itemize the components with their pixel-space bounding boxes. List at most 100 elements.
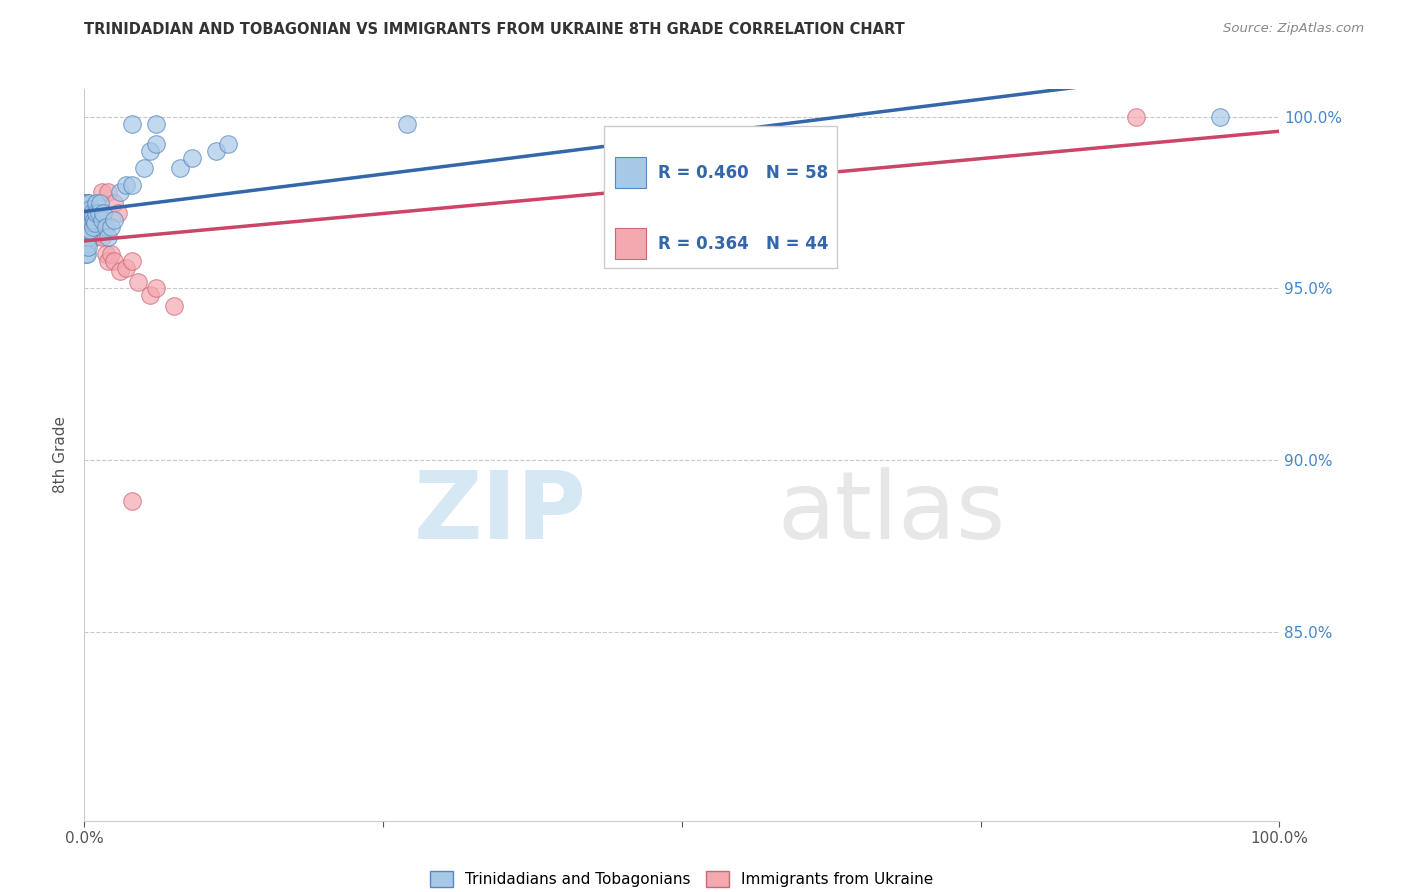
Point bbox=[91, 230, 114, 244]
Point bbox=[75, 233, 97, 247]
Point bbox=[76, 227, 98, 241]
Point bbox=[100, 219, 122, 234]
Point bbox=[76, 247, 98, 261]
Point bbox=[121, 178, 143, 193]
Point bbox=[89, 195, 111, 210]
Point bbox=[80, 216, 103, 230]
Point bbox=[139, 288, 162, 302]
Point bbox=[79, 212, 101, 227]
Point bbox=[205, 144, 228, 158]
Point bbox=[79, 212, 101, 227]
Legend: Trinidadians and Tobagonians, Immigrants from Ukraine: Trinidadians and Tobagonians, Immigrants… bbox=[425, 865, 939, 892]
Point bbox=[77, 219, 100, 234]
Point bbox=[77, 212, 100, 227]
Text: R = 0.460   N = 58: R = 0.460 N = 58 bbox=[658, 163, 828, 182]
Point bbox=[145, 137, 167, 152]
Point bbox=[84, 216, 107, 230]
Point bbox=[1208, 110, 1232, 124]
Text: TRINIDADIAN AND TOBAGONIAN VS IMMIGRANTS FROM UKRAINE 8TH GRADE CORRELATION CHAR: TRINIDADIAN AND TOBAGONIAN VS IMMIGRANTS… bbox=[84, 22, 905, 37]
Point bbox=[121, 116, 143, 130]
Point bbox=[79, 219, 101, 234]
Point bbox=[76, 206, 98, 220]
Point bbox=[75, 195, 97, 210]
Point bbox=[77, 216, 100, 230]
Point bbox=[76, 219, 98, 234]
Point bbox=[75, 240, 97, 254]
Text: Source: ZipAtlas.com: Source: ZipAtlas.com bbox=[1223, 22, 1364, 36]
Point bbox=[83, 212, 105, 227]
Point bbox=[77, 206, 100, 220]
Text: R = 0.364   N = 44: R = 0.364 N = 44 bbox=[658, 235, 828, 252]
Point bbox=[76, 212, 98, 227]
Point bbox=[79, 202, 101, 217]
Point bbox=[77, 223, 100, 237]
Point bbox=[80, 216, 103, 230]
Point bbox=[75, 202, 97, 217]
Point bbox=[75, 206, 97, 220]
Point bbox=[76, 206, 98, 220]
Point bbox=[145, 116, 167, 130]
Point bbox=[115, 178, 138, 193]
Point bbox=[94, 219, 117, 234]
Point bbox=[77, 206, 100, 220]
Point bbox=[89, 219, 111, 234]
Point bbox=[121, 253, 143, 268]
Point bbox=[76, 199, 98, 213]
Point bbox=[121, 494, 143, 508]
Point bbox=[82, 219, 104, 234]
Point bbox=[180, 151, 202, 165]
Point bbox=[91, 212, 114, 227]
Point bbox=[115, 260, 138, 275]
Point bbox=[107, 206, 129, 220]
Point bbox=[75, 195, 97, 210]
Y-axis label: 8th Grade: 8th Grade bbox=[53, 417, 69, 493]
Point bbox=[82, 219, 104, 234]
Text: atlas: atlas bbox=[778, 467, 1005, 559]
Point bbox=[77, 219, 100, 234]
Point bbox=[86, 223, 108, 237]
Point bbox=[86, 206, 108, 220]
Point bbox=[1125, 110, 1147, 124]
Point bbox=[110, 185, 132, 199]
Point bbox=[103, 253, 125, 268]
Point bbox=[87, 206, 110, 220]
Point bbox=[84, 230, 107, 244]
Point bbox=[103, 195, 125, 210]
Point bbox=[75, 247, 97, 261]
Point bbox=[75, 209, 97, 223]
Point bbox=[75, 212, 97, 227]
Point bbox=[77, 240, 100, 254]
Point bbox=[82, 209, 104, 223]
Point bbox=[132, 161, 156, 176]
Point bbox=[217, 137, 239, 152]
Point bbox=[94, 247, 117, 261]
Point bbox=[76, 195, 98, 210]
Point bbox=[77, 206, 100, 220]
Point bbox=[76, 212, 98, 227]
Point bbox=[77, 209, 100, 223]
Point bbox=[100, 247, 122, 261]
Point bbox=[80, 223, 103, 237]
Point bbox=[77, 202, 100, 217]
Point bbox=[83, 227, 105, 241]
Point bbox=[93, 206, 115, 220]
Point bbox=[110, 264, 132, 278]
Point bbox=[77, 230, 100, 244]
Point bbox=[103, 212, 125, 227]
Text: ZIP: ZIP bbox=[413, 467, 586, 559]
Point bbox=[139, 144, 162, 158]
Point bbox=[396, 116, 419, 130]
Point bbox=[76, 236, 98, 251]
Point bbox=[79, 223, 101, 237]
Point bbox=[82, 227, 104, 241]
Point bbox=[80, 206, 103, 220]
Point bbox=[75, 223, 97, 237]
Point bbox=[75, 216, 97, 230]
Point bbox=[87, 227, 110, 241]
Point bbox=[97, 185, 120, 199]
Point bbox=[75, 227, 97, 241]
Point bbox=[86, 195, 108, 210]
Point bbox=[75, 219, 97, 234]
Point bbox=[163, 299, 186, 313]
Point bbox=[169, 161, 191, 176]
